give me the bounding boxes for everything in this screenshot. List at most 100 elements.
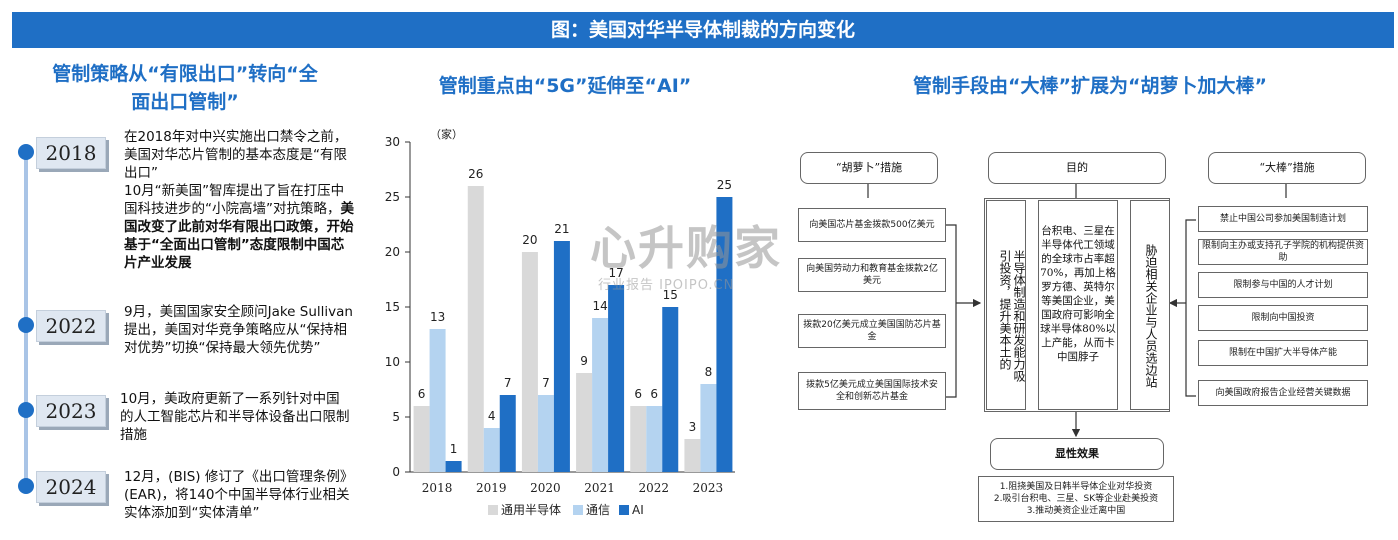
- bar-AI-2021: [608, 285, 625, 472]
- stick-item-6: 向美国政府报告企业经营关键数据: [1198, 380, 1368, 406]
- timeline-text-2023: 10月，美政府更新了一系列针对中国的人工智能芯片和半导体设备出口限制措施: [120, 391, 350, 443]
- year-box-2023: 2023: [36, 395, 106, 427]
- data-label: 7: [504, 376, 512, 390]
- bar-通信-2023: [700, 384, 717, 472]
- data-label: 26: [468, 167, 483, 181]
- flow-section-title: 管制手段由“大棒”扩展为“胡萝卜加大棒”: [913, 75, 1267, 97]
- y-tick-label: 0: [392, 465, 400, 479]
- effect-item-2: 2.吸引台积电、三星、SK等企业赴美投资: [993, 494, 1159, 504]
- timeline-text-2022: 9月，美国国家安全顾问Jake Sullivan提出，美国对华竞争策略应从“保持…: [124, 304, 353, 356]
- goal-right-text: 胁迫相关企业与人员选边站: [1144, 244, 1158, 388]
- data-label: 6: [634, 387, 642, 401]
- effect-item-1: 1.阻挠美国及日韩半导体企业对华投资: [999, 482, 1153, 492]
- y-tick-label: 10: [385, 355, 400, 369]
- y-tick-label: 30: [385, 135, 400, 149]
- data-label: 4: [488, 409, 496, 423]
- data-label: 14: [592, 299, 607, 313]
- goal-mid-box: [1038, 200, 1118, 410]
- data-label: 13: [430, 310, 445, 324]
- bar-AI-2018: [445, 461, 462, 472]
- stick-item-1: 禁止中国公司参加美国制造计划: [1198, 206, 1368, 232]
- flowchart-connectors: [867, 182, 1287, 438]
- data-label: 9: [580, 354, 588, 368]
- carrot-title-box: “胡萝卜”措施: [800, 152, 938, 184]
- x-tick-label: 2020: [530, 481, 561, 495]
- bar-AI-2022: [662, 307, 679, 472]
- year-box-2022: 2022: [36, 310, 106, 342]
- bar-通用半导体-2023: [684, 439, 701, 472]
- legend-label: 通用半导体: [501, 503, 561, 517]
- y-unit-label: （家）: [430, 127, 463, 141]
- effect-box: 1.阻挠美国及日韩半导体企业对华投资 2.吸引台积电、三星、SK等企业赴美投资 …: [978, 476, 1174, 522]
- goal-title-box: 目的: [988, 152, 1166, 184]
- stick-item-5: 限制在中国扩大半导体产能: [1198, 340, 1368, 366]
- bar-chart: 0 5 10 15 20 25 30 （家） 6 13 1 2018 26 4 7 2019 20 7 21 2020…: [385, 127, 735, 517]
- carrot-item-3: 拨款20亿美元成立美国国防芯片基金: [798, 314, 946, 348]
- timeline-text-2018-bold: 美国改变了此前对华有限出口政策，开始基于“全面出口管制”态度限制中国芯片产业发展: [124, 201, 354, 271]
- data-label: 21: [554, 222, 569, 236]
- timeline-dot-2022: [18, 317, 34, 333]
- bar-通用半导体-2021: [576, 373, 593, 472]
- bar-AI-2023: [716, 197, 733, 472]
- timeline-text-2018-part1: 在2018年对中兴实施出口禁令之前，美国对华芯片管制的基本态度是“有限出口”: [124, 129, 348, 181]
- x-tick-label: 2022: [638, 481, 669, 495]
- bar-通用半导体-2018: [413, 406, 430, 472]
- data-label: 6: [418, 387, 426, 401]
- x-tick-label: 2018: [422, 481, 453, 495]
- data-label: 17: [608, 266, 623, 280]
- year-box-2018: 2018: [36, 137, 106, 169]
- bar-通信-2022: [646, 406, 663, 472]
- data-label: 20: [522, 233, 537, 247]
- legend-swatch-AI: [619, 505, 629, 515]
- bar-AI-2019: [499, 395, 516, 472]
- effect-item-3: 3.推动美资企业迁离中国: [1026, 506, 1126, 516]
- x-tick-label: 2023: [693, 481, 724, 495]
- y-tick-label: 15: [385, 300, 400, 314]
- bar-通用半导体-2019: [467, 186, 484, 472]
- timeline-text-2024: 12月，(BIS) 修订了《出口管理条例》(EAR)，将140个中国半导体行业相…: [124, 469, 354, 521]
- year-box-2024: 2024: [36, 471, 106, 503]
- legend-swatch-通信: [573, 505, 583, 515]
- timeline-dot-2018: [18, 144, 34, 160]
- x-tick-label: 2021: [584, 481, 615, 495]
- bar-AI-2020: [553, 241, 570, 472]
- stick-item-2: 限制向主办或支持孔子学院的机构提供资助: [1198, 239, 1368, 265]
- data-label: 6: [650, 387, 658, 401]
- bar-通信-2018: [429, 329, 446, 472]
- left-title-line2: 面出口管制”: [131, 91, 239, 113]
- page-banner-title: 图：美国对华半导体制裁的方向变化: [12, 12, 1394, 48]
- stick-item-3: 限制参与中国的人才计划: [1198, 272, 1368, 298]
- bar-通用半导体-2020: [521, 252, 538, 472]
- legend-swatch-通用半导体: [488, 505, 498, 515]
- bar-通信-2020: [537, 395, 554, 472]
- data-label: 7: [542, 376, 550, 390]
- stick-item-4: 限制向中国投资: [1198, 305, 1368, 331]
- chart-section-title: 管制重点由“5G”延伸至“AI”: [438, 75, 692, 97]
- data-label: 25: [717, 178, 732, 192]
- bar-通信-2019: [483, 428, 500, 472]
- data-label: 15: [663, 288, 678, 302]
- left-title-line1: 管制策略从“有限出口”转向“全: [52, 63, 318, 85]
- timeline-dot-2023: [18, 402, 34, 418]
- carrot-item-2: 向美国劳动力和教育基金拨款2亿美元: [798, 258, 946, 292]
- legend-label: AI: [632, 503, 644, 517]
- bar-通信-2021: [592, 318, 609, 472]
- goal-left-line2: 吸引投资，提升美本土的: [998, 250, 1026, 382]
- goal-left-box: [986, 200, 1026, 410]
- stick-title-box: “大棒”措施: [1208, 152, 1366, 184]
- data-label: 3: [689, 420, 697, 434]
- y-tick-label: 5: [392, 410, 400, 424]
- carrot-item-1: 向美国芯片基金拨款500亿美元: [798, 208, 946, 242]
- data-label: 8: [705, 365, 713, 379]
- timeline-text-2018: 在2018年对中兴实施出口禁令之前，美国对华芯片管制的基本态度是“有限出口” 1…: [124, 128, 356, 272]
- goal-left-line1: 半导体制造和研发能力: [1012, 250, 1026, 370]
- carrot-item-4: 拨款5亿美元成立美国国际技术安全和创新芯片基金: [798, 372, 946, 410]
- goal-right-box: [1130, 200, 1170, 410]
- timeline-text-2018-part2: 10月“新美国”智库提出了旨在打压中国科技进步的“小院高墙”对抗策略，: [124, 183, 345, 217]
- left-section-title: 管制策略从“有限出口”转向“全 面出口管制”: [10, 60, 360, 116]
- y-tick-label: 20: [385, 245, 400, 259]
- data-label: 1: [450, 442, 458, 456]
- goal-mid-text: 台积电、三星在半导体代工领域的全球市占率超70%，再加上格罗方德、英特尔等美国企…: [1040, 225, 1116, 363]
- x-tick-label: 2019: [476, 481, 507, 495]
- y-tick-label: 25: [385, 190, 400, 204]
